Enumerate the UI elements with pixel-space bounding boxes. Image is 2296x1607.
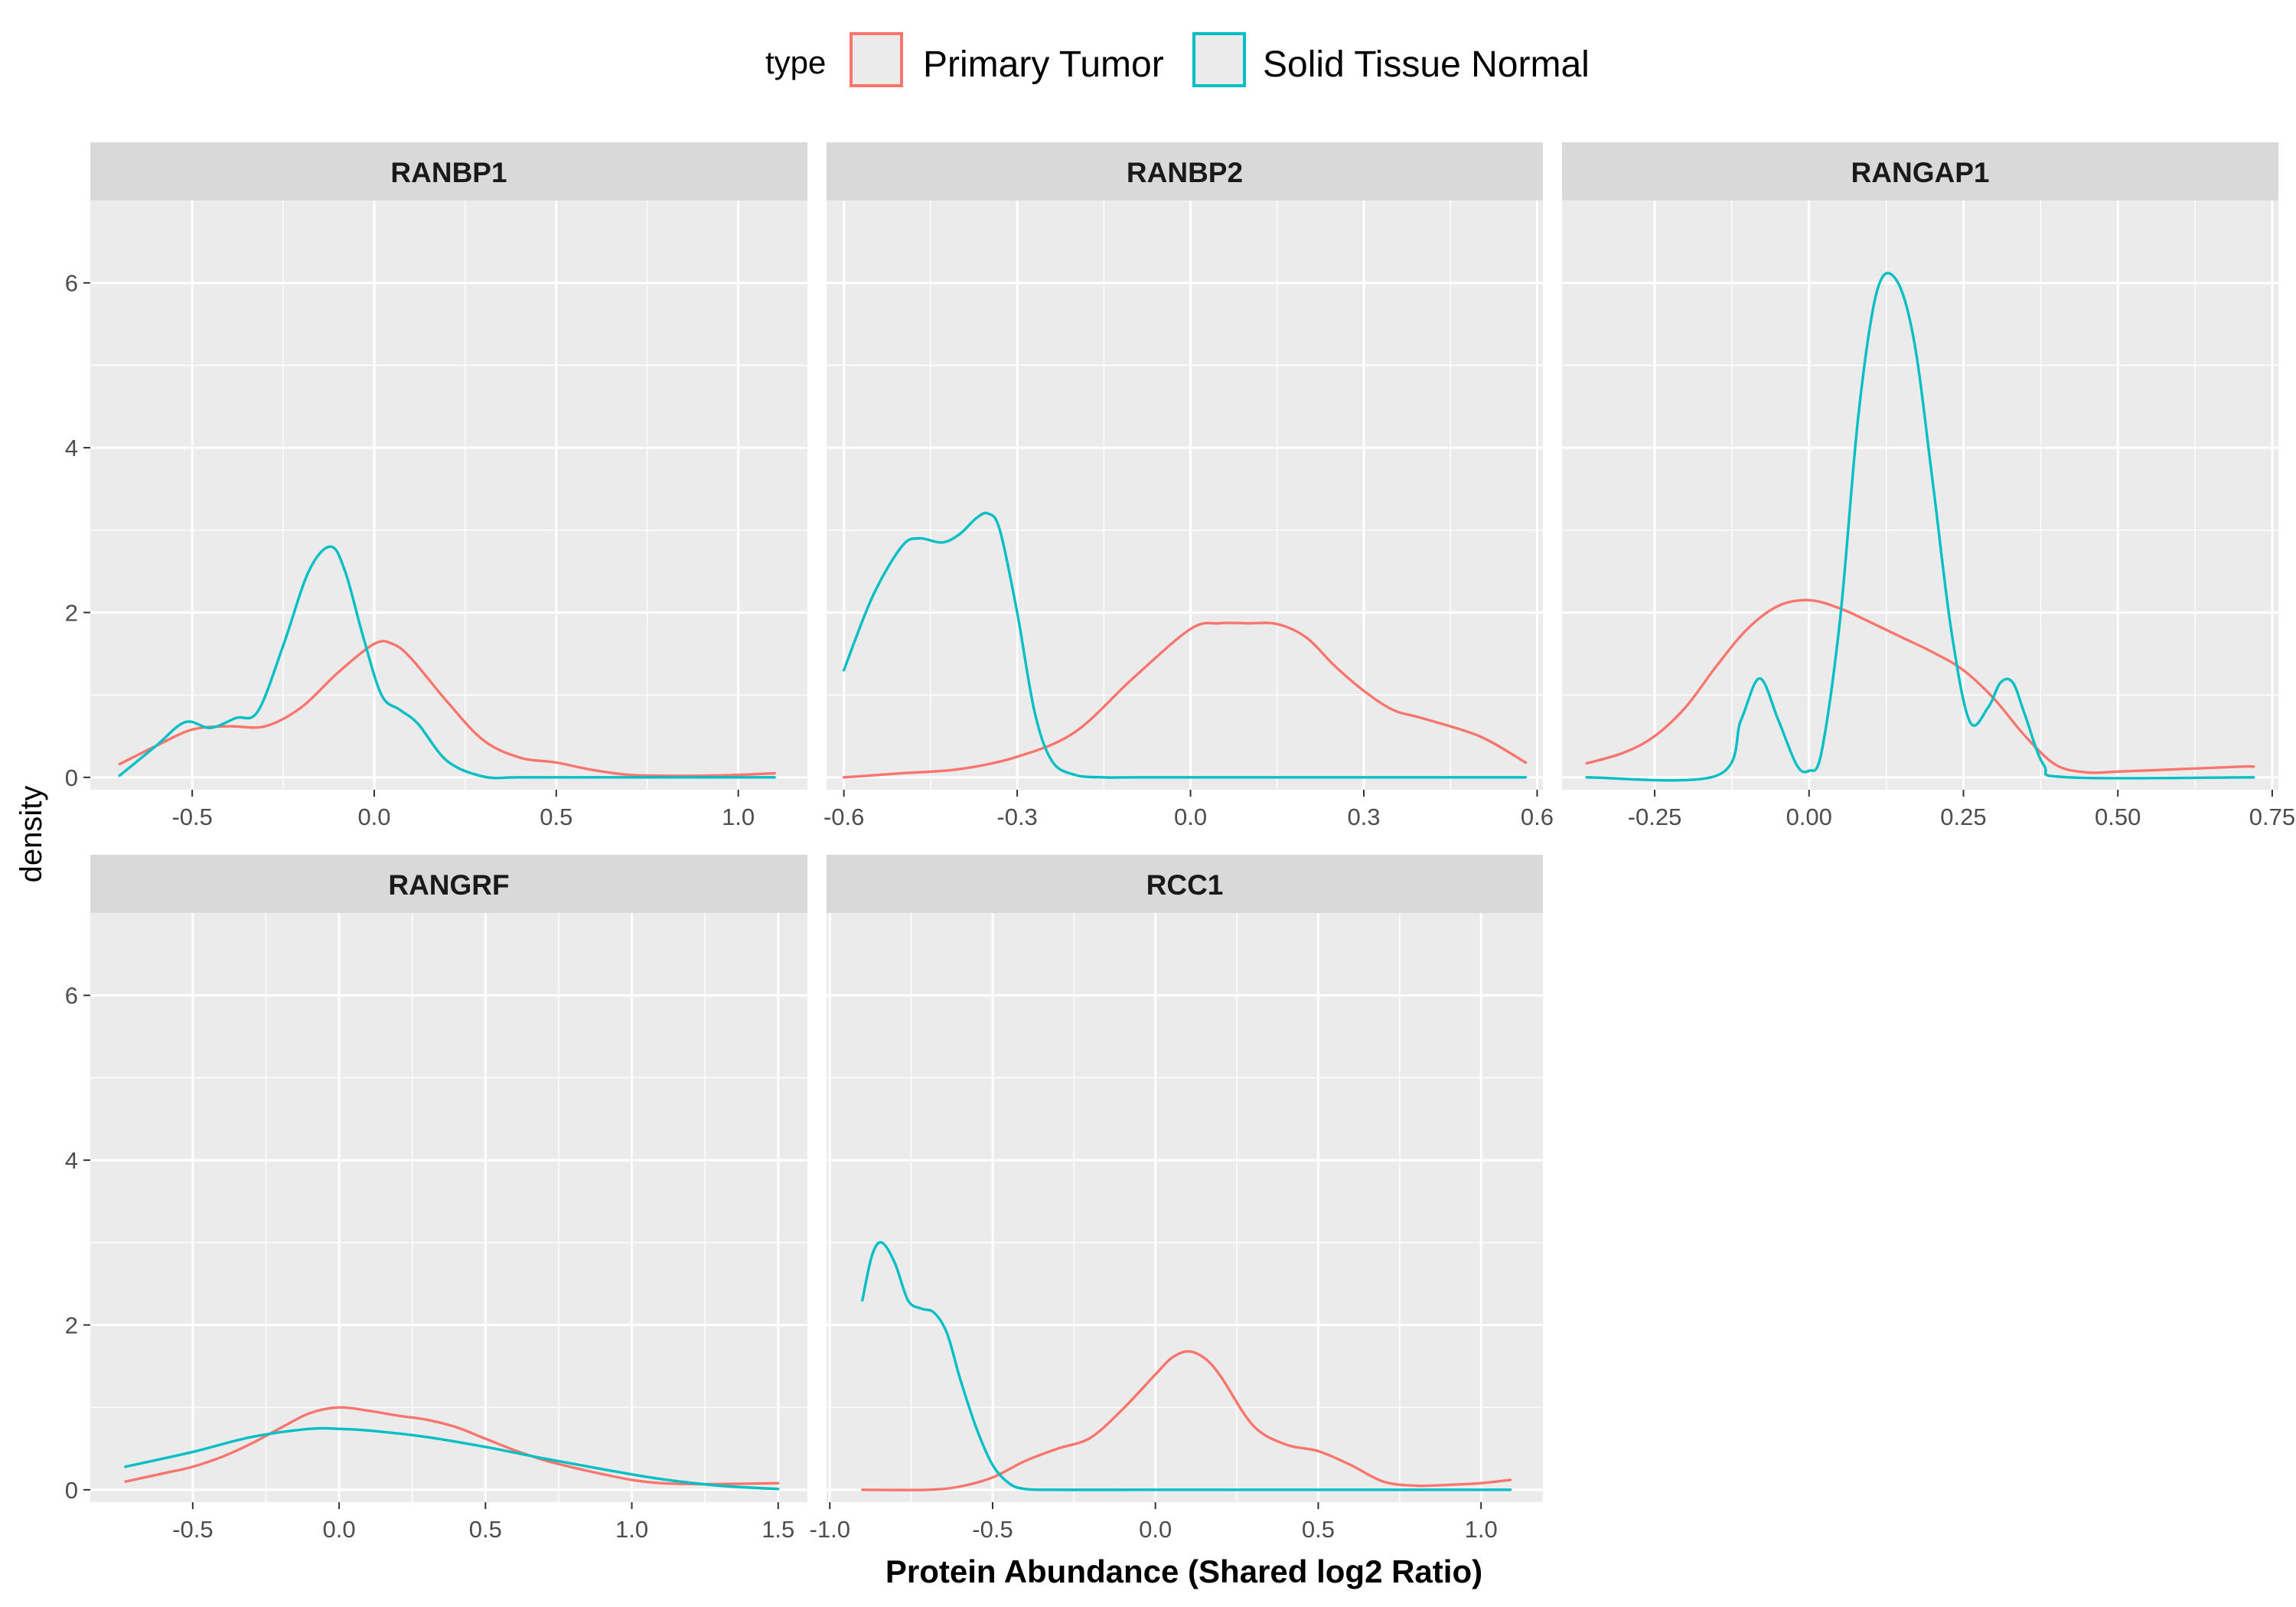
y-axis-title: density — [15, 786, 48, 883]
x-tick-label: 0.0 — [1174, 804, 1207, 830]
legend-label-primary-tumor: Primary Tumor — [923, 44, 1164, 85]
x-tick-label: -1.0 — [810, 1516, 850, 1543]
facet-rcc1: RCC1 -1.0 -0.5 0.0 0.5 1.0 — [810, 855, 1543, 1543]
x-tick-label: 1.0 — [1465, 1516, 1498, 1543]
panel-background-rangrf — [90, 913, 807, 1502]
facet-strip-ranbp1 — [90, 142, 807, 200]
density-line-solid-tissue-normal-rangap1 — [1585, 272, 2255, 782]
facet-title-ranbp1: RANBP1 — [390, 157, 507, 188]
legend: type Primary Tumor Solid Tissue Normal — [765, 32, 1590, 87]
facet-title-rangap1: RANGAP1 — [1851, 157, 1990, 188]
x-tick-label: 0.6 — [1521, 804, 1554, 830]
facet-title-rangrf: RANGRF — [388, 869, 509, 901]
y-tick-label: 2 — [65, 599, 78, 626]
x-tick-label: 0.5 — [469, 1516, 502, 1543]
density-line-primary-tumor-rangrf — [124, 1406, 780, 1486]
x-tick-label: -0.25 — [1628, 804, 1682, 830]
facet-rangrf: RANGRF -0.5 0.0 0.5 1.0 1.5 0 2 4 6 — [65, 855, 807, 1543]
x-tick-label: 0.0 — [1139, 1516, 1172, 1543]
x-tick-label: 0.50 — [2095, 804, 2141, 830]
y-tick-label: 2 — [65, 1312, 78, 1338]
panel-background-rcc1 — [827, 913, 1543, 1502]
density-line-solid-tissue-normal-rangrf — [124, 1426, 780, 1491]
facet-ranbp1: RANBP1 -0.5 0.0 0.5 1.0 0 2 4 6 — [65, 142, 807, 830]
density-line-solid-tissue-normal-ranbp2 — [842, 511, 1528, 779]
facet-strip-rcc1 — [827, 855, 1543, 913]
x-tick-label: 0.25 — [1940, 804, 1986, 830]
legend-key-primary-tumor — [850, 32, 903, 87]
panel-background-ranbp2 — [827, 200, 1543, 790]
facet-title-rcc1: RCC1 — [1146, 869, 1224, 901]
y-tick-label: 0 — [65, 1477, 78, 1504]
x-tick-label: 1.5 — [762, 1516, 794, 1543]
facet-strip-rangrf — [90, 855, 807, 913]
density-line-primary-tumor-rcc1 — [861, 1350, 1512, 1491]
x-tick-label: 1.0 — [722, 804, 755, 830]
x-tick-label: 0.3 — [1347, 804, 1380, 830]
density-line-solid-tissue-normal-rcc1 — [861, 1240, 1512, 1491]
y-tick-label: 4 — [65, 1147, 78, 1174]
y-tick-label: 0 — [65, 764, 78, 791]
facet-ranbp2: RANBP2 -0.6 -0.3 0.0 0.3 0.6 — [823, 142, 1554, 830]
facet-strip-ranbp2 — [827, 142, 1543, 200]
x-axis-title: Protein Abundance (Shared log2 Ratio) — [885, 1553, 1482, 1589]
y-tick-label: 6 — [65, 270, 78, 297]
legend-title: type — [765, 44, 826, 80]
facet-panels: RANBP1 -0.5 0.0 0.5 1.0 0 2 4 6 RANBP2 -0.6 -0.3 0.0… — [65, 142, 2295, 1543]
density-line-primary-tumor-ranbp1 — [118, 640, 776, 777]
legend-key-solid-tissue-normal — [1192, 32, 1246, 87]
y-tick-label: 6 — [65, 983, 78, 1009]
x-tick-label: 0.0 — [357, 804, 390, 830]
x-tick-label: -0.3 — [996, 804, 1037, 830]
x-tick-label: 0.75 — [2249, 804, 2295, 830]
x-tick-label: 1.0 — [615, 1516, 648, 1543]
panel-background-rangap1 — [1562, 200, 2278, 790]
x-tick-label: 0.00 — [1786, 804, 1832, 830]
x-tick-label: 0.5 — [540, 804, 572, 830]
y-tick-label: 4 — [65, 435, 78, 461]
density-line-primary-tumor-ranbp2 — [842, 621, 1528, 779]
x-tick-label: 0.5 — [1302, 1516, 1335, 1543]
density-line-primary-tumor-rangap1 — [1585, 598, 2255, 774]
facet-title-ranbp2: RANBP2 — [1127, 157, 1243, 188]
facet-rangap1: RANGAP1 -0.25 0.00 0.25 0.50 0.75 — [1562, 142, 2295, 830]
density-line-solid-tissue-normal-ranbp1 — [118, 545, 776, 780]
x-tick-label: -0.5 — [972, 1516, 1013, 1543]
x-tick-label: -0.5 — [172, 1516, 213, 1543]
panel-background-ranbp1 — [90, 200, 807, 790]
x-tick-label: -0.5 — [171, 804, 212, 830]
facet-strip-rangap1 — [1562, 142, 2278, 200]
x-tick-label: -0.6 — [823, 804, 864, 830]
legend-label-solid-tissue-normal: Solid Tissue Normal — [1263, 44, 1590, 85]
x-tick-label: 0.0 — [323, 1516, 356, 1543]
